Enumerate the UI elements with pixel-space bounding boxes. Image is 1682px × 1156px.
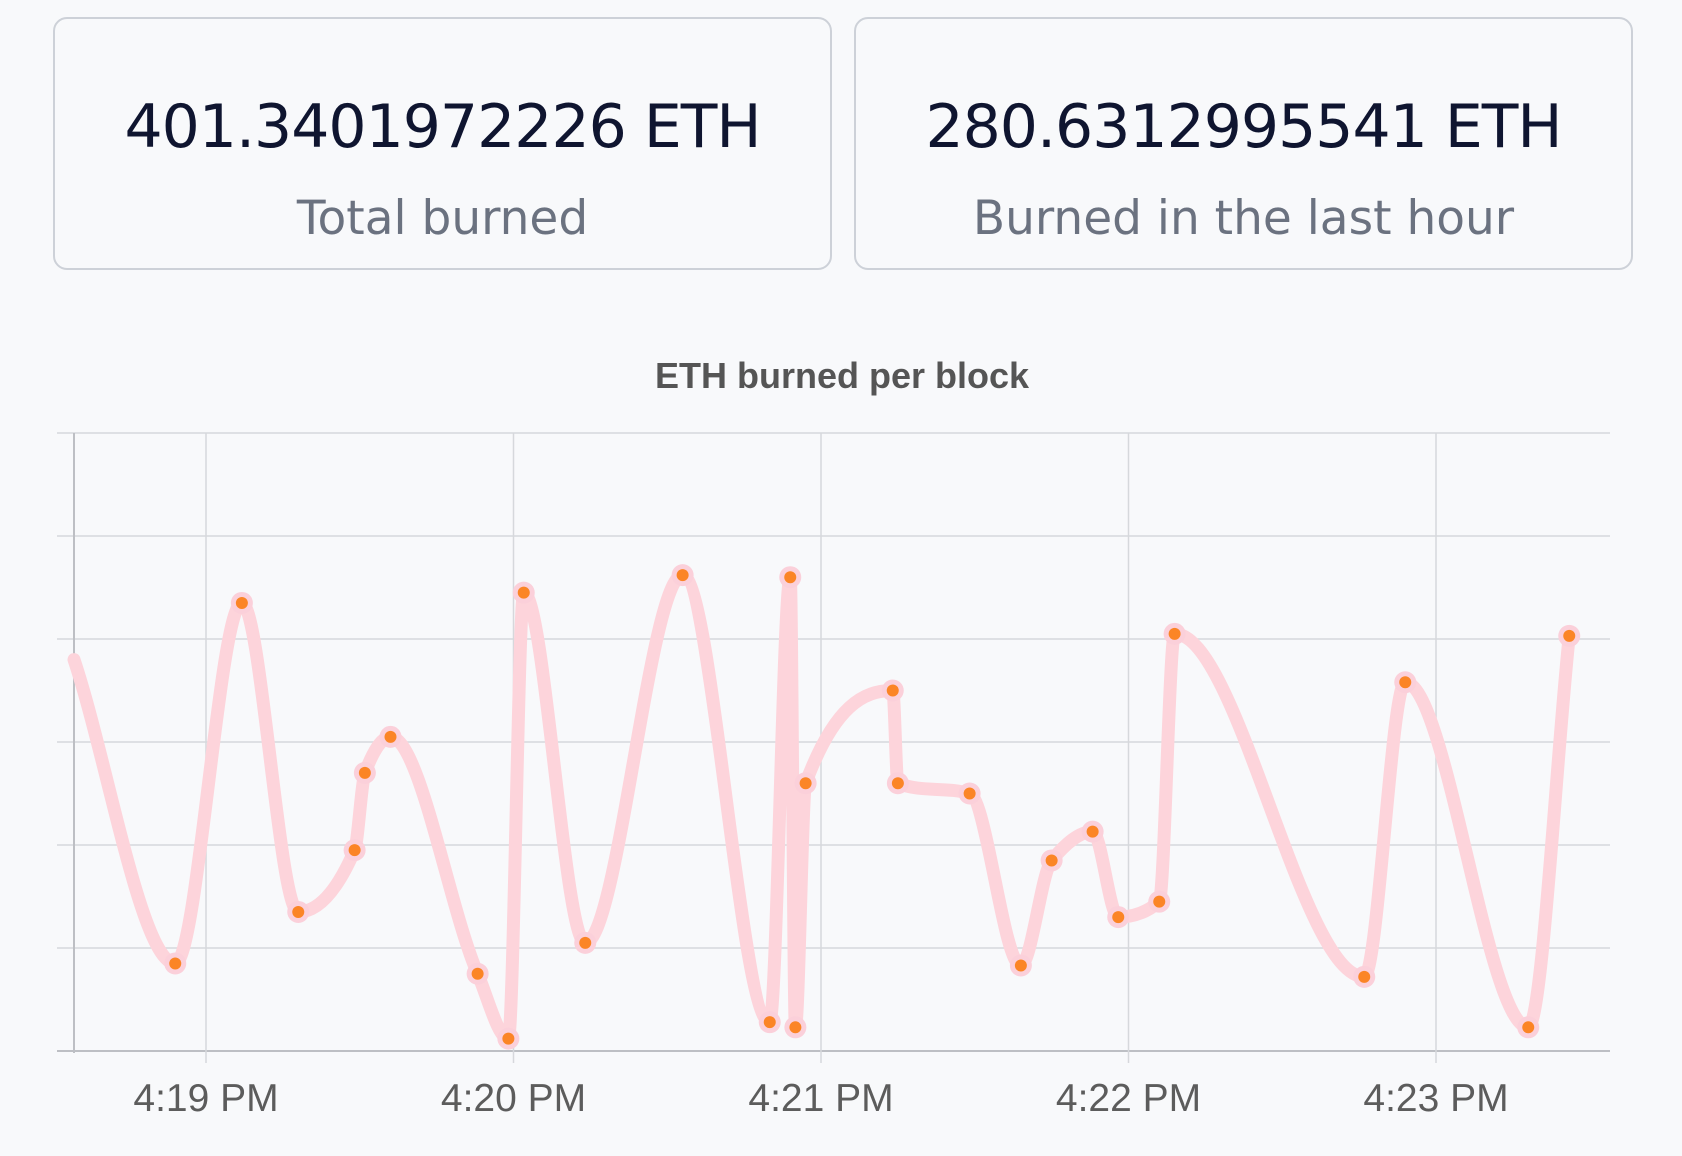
data-point-dot bbox=[763, 1016, 776, 1029]
data-point bbox=[784, 1016, 807, 1039]
last-hour-burned-label: Burned in the last hour bbox=[972, 191, 1515, 246]
data-point-dot bbox=[784, 571, 797, 584]
data-point-dot bbox=[1014, 959, 1027, 972]
data-point-dot bbox=[1563, 629, 1576, 642]
data-point bbox=[574, 931, 597, 954]
data-point-dot bbox=[1112, 911, 1125, 924]
chart-grid bbox=[57, 432, 1610, 1063]
data-point bbox=[758, 1011, 781, 1034]
data-point bbox=[779, 566, 802, 589]
data-point bbox=[886, 772, 909, 795]
data-point bbox=[1040, 849, 1063, 872]
data-point bbox=[353, 761, 376, 784]
data-point-dot bbox=[676, 569, 689, 582]
data-point-dot bbox=[1358, 970, 1371, 983]
x-tick-label: 4:19 PM bbox=[133, 1077, 278, 1120]
data-point bbox=[287, 900, 310, 923]
data-point-dot bbox=[235, 596, 248, 609]
data-point-dot bbox=[1086, 825, 1099, 838]
data-point bbox=[512, 581, 535, 604]
data-point-dot bbox=[891, 777, 904, 790]
x-tick-label: 4:20 PM bbox=[441, 1077, 586, 1120]
chart-title: ETH burned per block bbox=[655, 355, 1030, 396]
data-point bbox=[1163, 622, 1186, 645]
data-point bbox=[466, 962, 489, 985]
data-point bbox=[671, 564, 694, 587]
data-point-dot bbox=[886, 684, 899, 697]
data-point-dot bbox=[1045, 854, 1058, 867]
data-point-dot bbox=[799, 777, 812, 790]
data-point bbox=[1517, 1016, 1540, 1039]
data-point-dot bbox=[358, 766, 371, 779]
data-point-dot bbox=[1168, 627, 1181, 640]
data-point bbox=[164, 952, 187, 975]
total-burned-label: Total burned bbox=[296, 191, 589, 246]
data-point-dot bbox=[1522, 1021, 1535, 1034]
total-burned-value: 401.3401972226 ETH bbox=[124, 92, 761, 162]
data-point-dot bbox=[789, 1021, 802, 1034]
data-point bbox=[1148, 890, 1171, 913]
data-point bbox=[958, 782, 981, 805]
data-point bbox=[881, 679, 904, 702]
data-point bbox=[230, 591, 253, 614]
chart-points bbox=[164, 564, 1581, 1050]
chart-svg: ETH burned per block 4:19 PM 4:20 PM 4:21 … bbox=[57, 355, 1610, 1120]
x-tick-label: 4:21 PM bbox=[748, 1077, 893, 1120]
total-burned-card: 401.3401972226 ETH Total burned bbox=[53, 17, 832, 270]
data-point bbox=[794, 772, 817, 795]
data-point-dot bbox=[384, 730, 397, 743]
last-hour-burned-card: 280.6312995541 ETH Burned in the last ho… bbox=[854, 17, 1633, 270]
data-point bbox=[379, 725, 402, 748]
data-point-dot bbox=[517, 586, 530, 599]
chart-x-axis-ticks: 4:19 PM 4:20 PM 4:21 PM 4:22 PM 4:23 PM bbox=[133, 1077, 1508, 1120]
data-point bbox=[497, 1027, 520, 1050]
data-point bbox=[1107, 906, 1130, 929]
data-point-dot bbox=[169, 957, 182, 970]
last-hour-burned-value: 280.6312995541 ETH bbox=[925, 92, 1562, 162]
data-point-dot bbox=[1399, 676, 1412, 689]
data-point bbox=[1009, 954, 1032, 977]
x-tick-label: 4:23 PM bbox=[1363, 1077, 1508, 1120]
data-point bbox=[343, 839, 366, 862]
data-point-dot bbox=[502, 1032, 515, 1045]
data-point-dot bbox=[579, 936, 592, 949]
data-point bbox=[1081, 820, 1104, 843]
data-point-dot bbox=[963, 787, 976, 800]
data-point-dot bbox=[1153, 895, 1166, 908]
data-point-dot bbox=[292, 905, 305, 918]
data-point bbox=[1558, 624, 1581, 647]
eth-burned-chart: ETH burned per block 4:19 PM 4:20 PM 4:21 … bbox=[0, 340, 1682, 1156]
data-point-dot bbox=[471, 967, 484, 980]
data-point bbox=[1353, 965, 1376, 988]
x-tick-label: 4:22 PM bbox=[1056, 1077, 1201, 1120]
data-point bbox=[1394, 671, 1417, 694]
data-point-dot bbox=[348, 844, 361, 857]
